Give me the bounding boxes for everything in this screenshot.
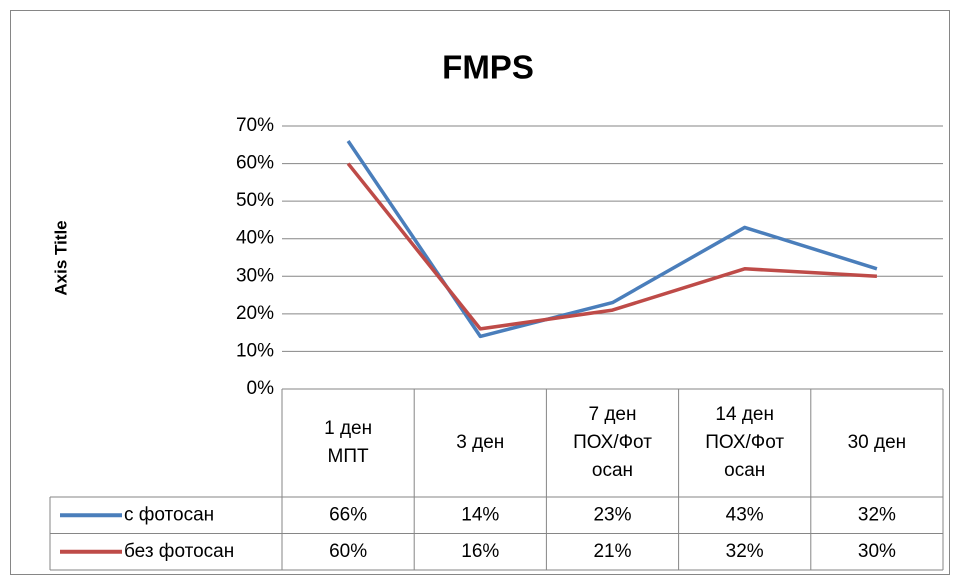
table-value: 43% (726, 504, 764, 525)
legend-label: с фотосан (124, 504, 214, 525)
x-tick-label: 1 ден МПТ (324, 418, 372, 467)
y-tick-label: 60% (236, 153, 274, 174)
y-tick-label: 0% (247, 378, 275, 399)
chart-title: FMPS (442, 49, 534, 86)
table-value: 21% (593, 541, 631, 562)
series-line (346, 162, 877, 331)
table-value: 32% (726, 541, 764, 562)
x-tick-label: 14 ден ПОХ/Фот осан (705, 404, 784, 481)
x-tick-label: 7 ден ПОХ/Фот осан (573, 404, 652, 481)
table-value: 60% (329, 541, 367, 562)
x-tick-label: 30 ден (848, 432, 907, 453)
table-value: 32% (858, 504, 896, 525)
table-value: 14% (461, 504, 499, 525)
y-tick-label: 50% (236, 190, 274, 211)
y-tick-label: 30% (236, 265, 274, 286)
y-tick-label: 20% (236, 303, 274, 324)
y-axis-title: Axis Title (51, 220, 70, 295)
y-tick-label: 70% (236, 115, 274, 136)
x-tick-label: 3 ден (456, 432, 504, 453)
legend-label: без фотосан (124, 541, 234, 562)
table-value: 66% (329, 504, 367, 525)
table-value: 23% (593, 504, 631, 525)
table-value: 16% (461, 541, 499, 562)
table-value: 30% (858, 541, 896, 562)
y-tick-label: 40% (236, 228, 274, 249)
y-tick-label: 10% (236, 340, 274, 361)
chart-border (10, 10, 950, 575)
